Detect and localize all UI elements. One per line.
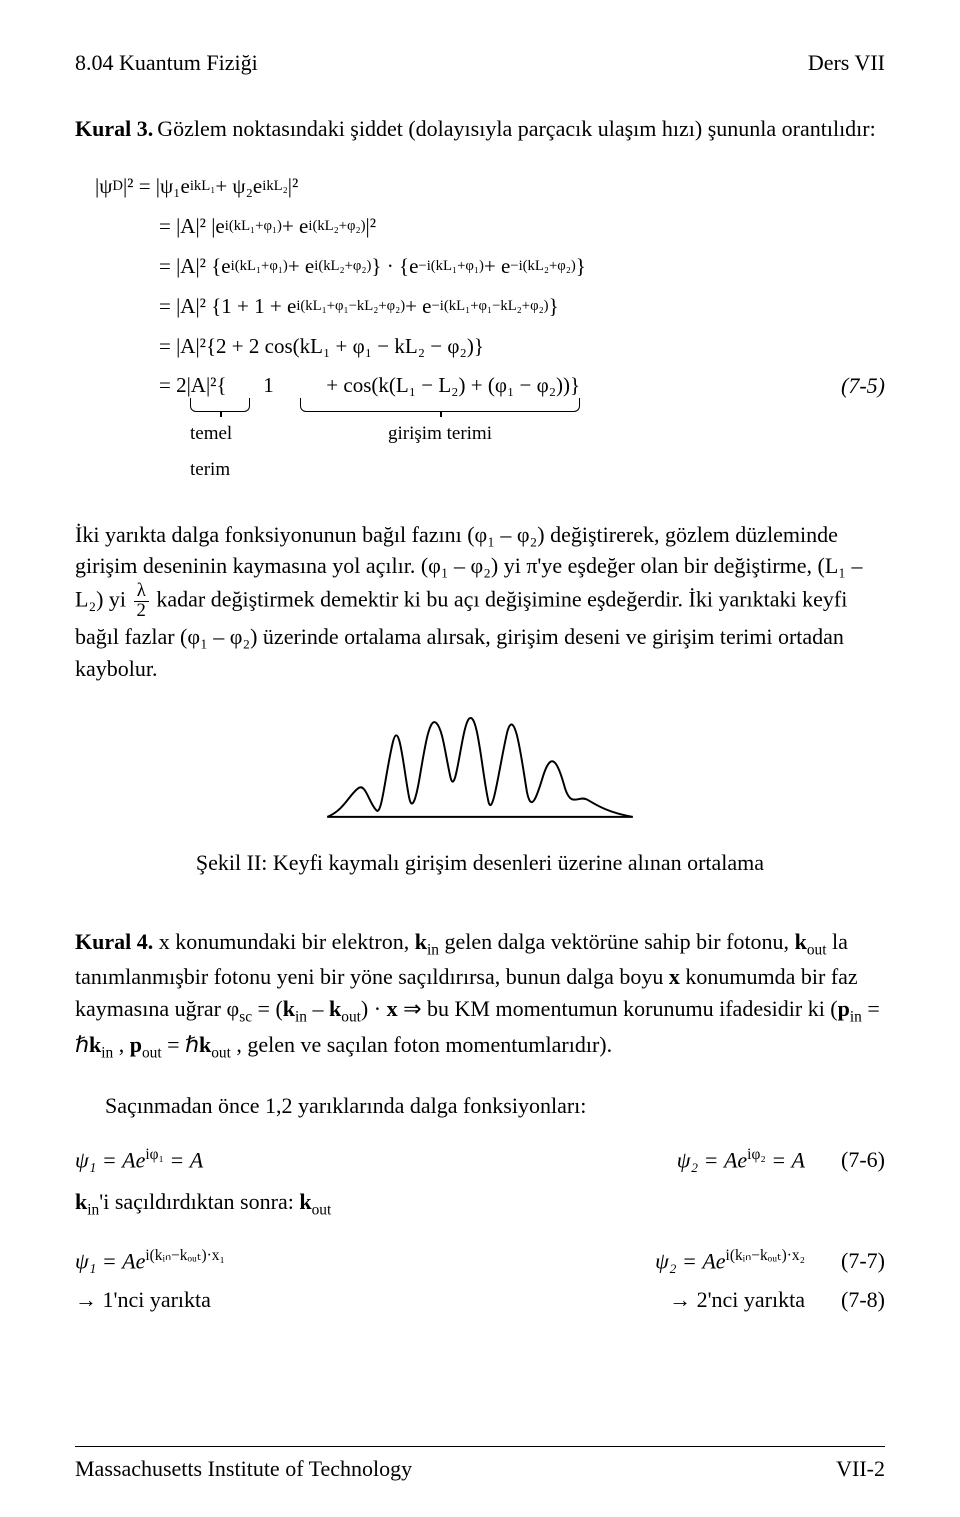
k4-t2: in [427, 941, 439, 958]
k4-t3: gelen dalga vektörüne sahip bir fotonu, [439, 929, 795, 954]
k4-t12: in [295, 1009, 307, 1026]
equation-7-6: ψ₁ = Aeiφ₁ = A ψ₂ = Aeiφ₂ = A (7-6) [75, 1146, 885, 1173]
k4-t0: x konumundaki bir elektron, [159, 929, 415, 954]
eq-number-7-5: (7-5) [841, 365, 885, 407]
k4-t11: k [283, 996, 295, 1021]
eq-l2-exp2: i(kL₂+φ₂) [308, 213, 365, 241]
k4-t30: , gelen ve saçılan foton momentumlarıdır… [231, 1032, 612, 1057]
eq-l5: = |A|²{2 + 2 cos(kL₁ + φ₁ − kL₂ − φ₂)} [159, 327, 484, 367]
eq76-rend: = A [766, 1148, 805, 1173]
k4-t19: p [838, 996, 850, 1021]
underbrace-temel: temel terim [190, 398, 250, 488]
eq-number-7-6: (7-6) [841, 1147, 885, 1173]
figure-interference-pattern [75, 710, 885, 830]
k4-t10: = ( [252, 996, 283, 1021]
frac-den: 2 [134, 602, 149, 621]
k4-t22: k [89, 1032, 101, 1057]
eq-l3-c: } · {e [371, 247, 418, 287]
underbrace-girisim: girişim terimi [300, 398, 580, 488]
eq-l3-b: + e [288, 247, 314, 287]
k4-t5: out [807, 941, 827, 958]
eq-l3-exp2: i(kL₂+φ₂) [314, 253, 371, 281]
eq-l1-exp2: ikL₂ [262, 173, 288, 201]
eq-l3-exp3: −i(kL₁+φ₁) [418, 253, 483, 281]
eq76-lexp: iφ₁ [145, 1146, 164, 1163]
footer-left: Massachusetts Institute of Technology [75, 1456, 412, 1482]
k4-t4: k [795, 929, 807, 954]
eq-l1-exp1: ikL₁ [190, 173, 216, 201]
eq76-rexp: iφ₂ [747, 1146, 766, 1163]
brace-label-right: girişim terimi [388, 416, 492, 452]
eq76-r: ψ₂ = Ae [677, 1148, 747, 1173]
eq77-rexp: i(kᵢₙ−kₒᵤₜ)·x₂ [726, 1247, 805, 1264]
eq-l4-end: } [549, 287, 559, 327]
k4-t14: k [329, 996, 341, 1021]
k4-t17: x [387, 996, 398, 1021]
figure-caption: Şekil II: Keyfi kaymalı girişim desenler… [75, 850, 885, 876]
equation-block-7-5: |ψD|² = |ψ₁eikL₁ + ψ₂eikL₂|² = |A|² |ei(… [95, 167, 885, 489]
kural4-label: Kural 4. [75, 929, 153, 954]
eq-l3-exp4: −i(kL₂+φ₂) [510, 253, 575, 281]
body-p-2: kadar değiştirmek demektir ki bu açı değ… [75, 587, 847, 681]
k4-t23: in [101, 1044, 113, 1061]
eq-l1-end: |² [288, 167, 299, 207]
equation-7-8: → 1'nci yarıkta → 2'nci yarıkta (7-8) [75, 1287, 885, 1313]
eq78-l: → 1'nci yarıkta [75, 1287, 211, 1313]
eq-number-7-7: (7-7) [841, 1248, 885, 1274]
eq-l3-d: + e [484, 247, 510, 287]
k4-t16: ) · [361, 996, 387, 1021]
eq-l4-exp2: −i(kL₁+φ₁−kL₂+φ₂) [432, 293, 549, 321]
eq-number-7-8: (7-8) [841, 1287, 885, 1313]
header-left: 8.04 Kuantum Fiziği [75, 50, 258, 76]
k4-t15: out [341, 1009, 361, 1026]
equation-7-7: ψ₁ = Aei(kᵢₙ−kₒᵤₜ)·x₁ ψ₂ = Aei(kᵢₙ−kₒᵤₜ)… [75, 1246, 885, 1274]
eq-l2-end: |² [366, 207, 377, 247]
eq-l3-a: = |A|² {e [159, 247, 231, 287]
fraction-lambda-2: λ2 [134, 582, 149, 620]
k4-t20: in [850, 1009, 862, 1026]
eq-l3-end: } [576, 247, 586, 287]
eq-l4-a: = |A|² {1 + 1 + e [159, 287, 296, 327]
eq-l2-a: = |A|² |e [159, 207, 225, 247]
eq-l2-exp1: i(kL₁+φ₁) [225, 213, 282, 241]
eq-l1-a: |² = |ψ₁e [123, 167, 190, 207]
kural4-line3: kin'i saçıldırdıktan sonra: kout [75, 1186, 885, 1222]
k4-l3: i saçıldırdıktan sonra: [103, 1189, 294, 1214]
body-paragraph: İki yarıkta dalga fonksiyonunun bağıl fa… [75, 519, 885, 685]
header-right: Ders VII [808, 50, 885, 76]
k4-t7: x [669, 964, 680, 989]
k4-t24: , [113, 1032, 130, 1057]
footer-divider [75, 1446, 885, 1447]
k4-t25: p [130, 1032, 142, 1057]
eq77-lexp: i(kᵢₙ−kₒᵤₜ)·x₁ [145, 1247, 224, 1264]
kural4-line2: Saçınmadan önce 1,2 yarıklarında dalga f… [105, 1090, 885, 1122]
eq-l1-lhs: |ψ [95, 167, 112, 207]
k4-t9: sc [239, 1009, 252, 1026]
eq-l4-b: + e [405, 287, 431, 327]
kural3-label: Kural 3. [75, 116, 153, 141]
eq76-lend: = A [164, 1148, 203, 1173]
eq-l4-exp1: i(kL₁+φ₁−kL₂+φ₂) [296, 293, 405, 321]
eq77-l: ψ₁ = Ae [75, 1249, 145, 1274]
kural4-paragraph: Kural 4. x konumundaki bir elektron, kin… [75, 926, 885, 1065]
k4-t1: k [415, 929, 427, 954]
eq-l2-b: + e [282, 207, 308, 247]
eq-l1-subD: D [112, 173, 123, 201]
eq-l1-b: + ψ₂e [215, 167, 262, 207]
eq77-r: ψ₂ = Ae [655, 1249, 725, 1274]
k4-t13: – [307, 996, 329, 1021]
k4-t28: k [199, 1032, 211, 1057]
footer-right: VII-2 [836, 1456, 885, 1482]
k4-t27: = ℏ [162, 1032, 199, 1057]
k4-t26: out [142, 1044, 162, 1061]
k4-t18: ⇒ bu KM momentumun korunumu ifadesidir k… [398, 996, 838, 1021]
eq76-l: ψ₁ = Ae [75, 1148, 145, 1173]
eq-l3-exp1: i(kL₁+φ₁) [231, 253, 288, 281]
brace-label-left: temel terim [190, 416, 250, 488]
k4-t29: out [211, 1044, 231, 1061]
kural3-text: Gözlem noktasındaki şiddet (dolayısıyla … [157, 116, 876, 141]
